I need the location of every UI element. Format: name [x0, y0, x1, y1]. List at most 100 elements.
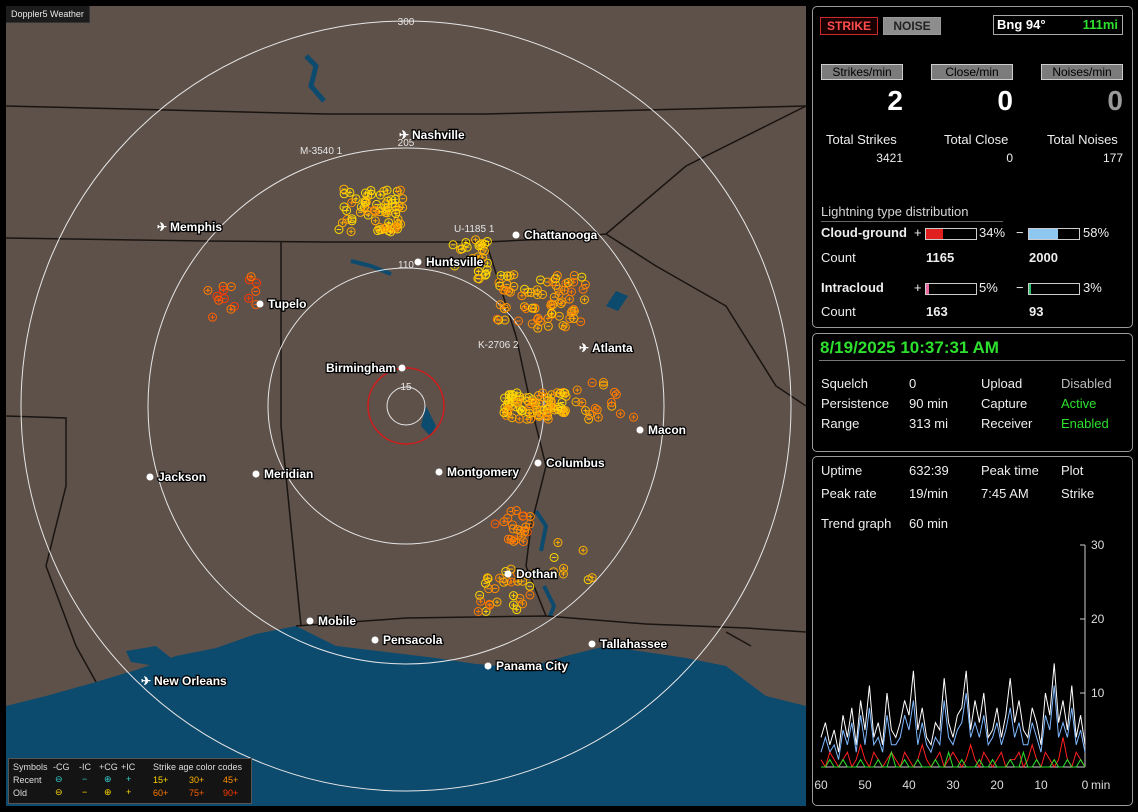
strike-marker [347, 214, 357, 224]
airport-icon: ✈ [141, 674, 151, 688]
strike-marker [587, 573, 597, 583]
bay-water [126, 646, 171, 666]
cg-minus-bar [1028, 228, 1080, 240]
legend-row-old: Old [13, 788, 28, 798]
city-label: Atlanta [592, 341, 633, 355]
plot-value[interactable]: Strike [1061, 486, 1095, 501]
pos-cg-old-icon: ⊕ [104, 787, 112, 797]
strike-marker [219, 294, 229, 304]
age-60: 60+ [153, 788, 169, 798]
trend-x-tick-label: 30 [946, 778, 960, 792]
strike-marker [362, 205, 372, 215]
city-macon: Macon [636, 422, 687, 438]
strike-mode-button[interactable]: STRIKE [820, 17, 878, 35]
strike-marker [518, 599, 528, 609]
strike-marker [557, 397, 567, 407]
lightning-map[interactable]: 300 205 110 15 M-3540 1 U-1185 1 K-2706 2 ✈ Na… [6, 6, 806, 806]
strike-marker [579, 295, 589, 305]
city-dot-icon [398, 364, 406, 372]
city-chattanooga: Chattanooga [512, 227, 599, 243]
strike-marker [484, 584, 494, 594]
strike-markers [203, 184, 639, 617]
total-noises-value: 177 [1102, 151, 1123, 165]
city-label: Birmingham [326, 361, 396, 375]
age-45: 45+ [223, 775, 239, 785]
strike-marker [615, 409, 625, 419]
strike-marker [395, 185, 405, 195]
city-columbus: Columbus [534, 455, 606, 471]
squelch-value: 0 [909, 376, 917, 391]
trend-series-line-1 [820, 685, 1086, 760]
ic-plus-pct: 5% [979, 280, 998, 295]
strike-marker [590, 403, 600, 413]
strike-marker [521, 522, 531, 532]
strike-marker [367, 189, 377, 199]
strike-marker [518, 537, 528, 547]
airport-icon: ✈ [579, 341, 589, 355]
state-borders [6, 105, 806, 683]
city-label: Nashville [412, 128, 465, 142]
status-divider [819, 360, 1125, 361]
city-label: New Orleans [154, 674, 227, 688]
strike-marker [480, 578, 490, 588]
strike-marker [342, 206, 352, 216]
city-meridian: Meridian [252, 466, 315, 482]
trend-graph-value: 60 min [909, 516, 949, 531]
storm-tag-label: U-1185 1 [454, 224, 495, 235]
strike-marker [546, 401, 556, 411]
cg-plus-bar [925, 228, 977, 240]
distribution-title: Lightning type distribution [821, 204, 969, 219]
city-tallahassee: Tallahassee [588, 636, 669, 652]
noise-mode-button[interactable]: NOISE [883, 17, 941, 35]
city-birmingham: Birmingham [325, 360, 406, 376]
age-75: 75+ [189, 788, 205, 798]
city-huntsville: Huntsville [414, 254, 485, 270]
strike-marker [541, 410, 551, 420]
city-dot-icon [435, 468, 443, 476]
squelch-label: Squelch [821, 376, 868, 391]
strike-marker [473, 252, 483, 262]
strikes-per-min-button[interactable]: Strikes/min [821, 64, 903, 80]
noises-per-min-button[interactable]: Noises/min [1041, 64, 1123, 80]
strike-marker [516, 531, 526, 541]
range-label: Range [821, 416, 860, 431]
uptime-label: Uptime [821, 463, 863, 478]
strike-marker [548, 300, 558, 310]
uptime-value: 632:39 [909, 463, 949, 478]
strike-marker [482, 265, 492, 275]
strike-marker [474, 274, 484, 284]
strike-marker [580, 280, 590, 290]
strike-marker [578, 284, 588, 294]
city-label: Jackson [158, 470, 206, 484]
cg-minus-bar-fill [1029, 229, 1058, 239]
strike-marker [578, 545, 588, 555]
city-dothan: Dothan [504, 566, 559, 582]
close-per-min-button[interactable]: Close/min [931, 64, 1013, 80]
strike-marker [346, 227, 356, 237]
strike-marker [515, 593, 525, 603]
strike-marker [508, 524, 518, 534]
persistence-value: 90 min [909, 396, 949, 411]
city-nashville: ✈ Nashville [399, 127, 466, 144]
strike-marker [345, 187, 355, 197]
strike-marker [527, 303, 537, 313]
strike-marker [587, 378, 597, 388]
total-close-value: 0 [1006, 151, 1013, 165]
range-ring-label: 205 [398, 138, 415, 149]
strike-marker [342, 214, 352, 224]
city-memphis: ✈ Memphis [157, 219, 224, 236]
strike-marker [512, 605, 522, 615]
trend-graph: 10 20 30 60 50 40 30 20 10 0 min [814, 538, 1110, 792]
trend-x-unit-label: min [1091, 778, 1110, 792]
strike-marker [457, 244, 467, 254]
city-label: Tupelo [268, 297, 306, 311]
legend-header-neg-cg: -CG [53, 762, 70, 772]
legend-symbols-label: Symbols [13, 762, 48, 772]
strike-marker [567, 306, 577, 316]
strike-marker [499, 577, 509, 587]
city-label: Columbus [546, 456, 605, 470]
ic-minus-pct: 3% [1083, 280, 1102, 295]
strike-marker [490, 584, 500, 594]
peak-rate-value: 19/min [909, 486, 949, 501]
